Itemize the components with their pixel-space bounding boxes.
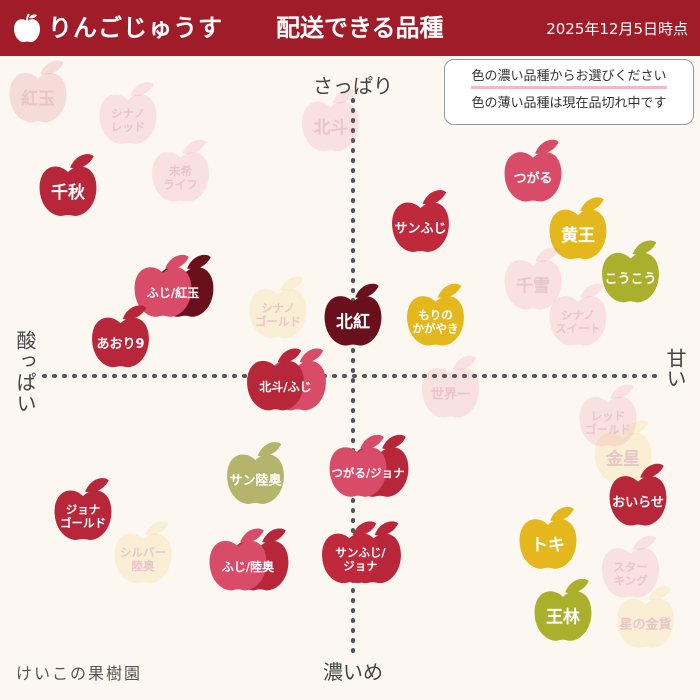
apple-label: 千秋 xyxy=(51,182,86,203)
apple-label: あおり9 xyxy=(96,337,144,352)
apple-label: キング xyxy=(613,574,648,588)
apple-label: 金星 xyxy=(605,448,640,469)
as-of-date: 2025年12月5日時点 xyxy=(546,20,688,38)
apple-label: 陸奥 xyxy=(132,559,155,573)
apple-label: レッド xyxy=(591,409,626,423)
apple-variety-0: 紅玉 xyxy=(9,60,67,123)
apple-label: ジョナ xyxy=(343,559,378,573)
apple-label: レッド xyxy=(111,120,146,134)
apple-variety-26: ふじ/陸奥 xyxy=(209,528,289,591)
apple-variety-8: こうこう xyxy=(602,240,659,303)
apple-variety-3: 千秋 xyxy=(39,154,97,216)
apple-variety-24: トキ xyxy=(519,506,577,569)
apple-label: ゴールド xyxy=(255,314,301,328)
apple-variety-17: 世界一 xyxy=(422,355,479,418)
brand-name: りんごじゅうす xyxy=(48,14,223,42)
apple-label: シナノ xyxy=(261,301,295,315)
apple-label: 未希 xyxy=(168,164,192,178)
apple-variety-19: 金星 xyxy=(594,420,652,483)
apple-label: 世界一 xyxy=(431,386,470,402)
apple-label: 星の金貨 xyxy=(619,617,671,633)
apple-logo-icon xyxy=(14,13,40,43)
apple-variety-22: おいらせ xyxy=(609,463,667,526)
apple-label: サン陸奥 xyxy=(229,473,282,489)
apple-label: ライフ xyxy=(163,178,198,192)
apple-variety-9: 千雪 xyxy=(504,247,562,310)
apple-variety-21: つがる/ジョナ xyxy=(329,434,409,497)
apple-variety-20: サン陸奥 xyxy=(227,442,284,504)
apple-label: トキ xyxy=(531,536,565,556)
apple-variety-29: 王林 xyxy=(534,578,592,641)
apple-label: ジョナ xyxy=(66,503,101,517)
apple-label: 黄王 xyxy=(561,225,595,246)
apple-label: 北斗 xyxy=(314,118,348,138)
axis-label-refreshing: さっぱり xyxy=(313,74,393,98)
apple-label: シルバー xyxy=(120,546,166,560)
apple-label: つがる xyxy=(513,170,552,186)
apple-label: 千雪 xyxy=(516,277,550,297)
apple-label: スター xyxy=(613,560,648,574)
apple-label: つがる/ジョナ xyxy=(331,466,404,480)
axis-label-sweet: 甘い xyxy=(663,348,687,388)
apple-variety-27: サンふじ/ジョナ xyxy=(322,521,401,584)
apple-variety-16: 北斗/ふじ xyxy=(247,348,326,411)
apple-label: ふじ/紅玉 xyxy=(147,285,199,300)
note-line-sold-out: 色の薄い品種は現在品切れ中です xyxy=(471,96,667,111)
apple-label: 王林 xyxy=(546,607,580,628)
apple-variety-6: つがる xyxy=(504,139,562,202)
apple-label: ゴールド xyxy=(585,422,631,436)
apple-label: シナノ xyxy=(561,308,595,322)
axis-label-sour: 酸っぱい xyxy=(13,330,37,414)
axis-label-rich: 濃いめ xyxy=(323,660,383,684)
apple-label: スイート xyxy=(555,322,601,336)
orchard-credit: けいこの果樹園 xyxy=(16,664,143,683)
availability-note: 色の濃い品種からお選びください 色の薄い品種は現在品切れ中です xyxy=(444,59,694,125)
apple-variety-13: 北紅 xyxy=(324,283,382,346)
apple-label: こうこう xyxy=(604,272,656,287)
apple-label: サンふじ/ xyxy=(335,546,386,560)
apple-variety-11: ふじ/紅玉 xyxy=(134,254,214,317)
app-header: りんごじゅうす 配送できる品種 2025年12月5日時点 xyxy=(0,0,700,56)
apple-label: おいらせ xyxy=(612,495,664,510)
apple-label: かがやき xyxy=(413,322,459,336)
page-title: 配送できる品種 xyxy=(276,14,444,42)
apple-label: 紅玉 xyxy=(21,88,55,109)
apple-label: シナノ xyxy=(111,107,145,121)
apple-label: ゴールド xyxy=(60,516,106,530)
apple-label: ふじ/陸奥 xyxy=(222,559,275,574)
apple-variety-15: あおり9 xyxy=(92,305,149,368)
apple-label: サンふじ xyxy=(394,222,446,237)
apple-variety-2: 北斗 xyxy=(302,89,359,152)
apple-variety-5: サンふじ xyxy=(392,190,449,252)
apple-label: もりの xyxy=(418,308,453,322)
apple-label: 北斗/ふじ xyxy=(259,379,311,394)
apple-label: 北紅 xyxy=(336,312,370,333)
apple-variety-7: 黄王 xyxy=(549,197,607,260)
note-line-available: 色の濃い品種からお選びください xyxy=(471,68,667,89)
apple-variety-30: 星の金貨 xyxy=(617,586,674,648)
